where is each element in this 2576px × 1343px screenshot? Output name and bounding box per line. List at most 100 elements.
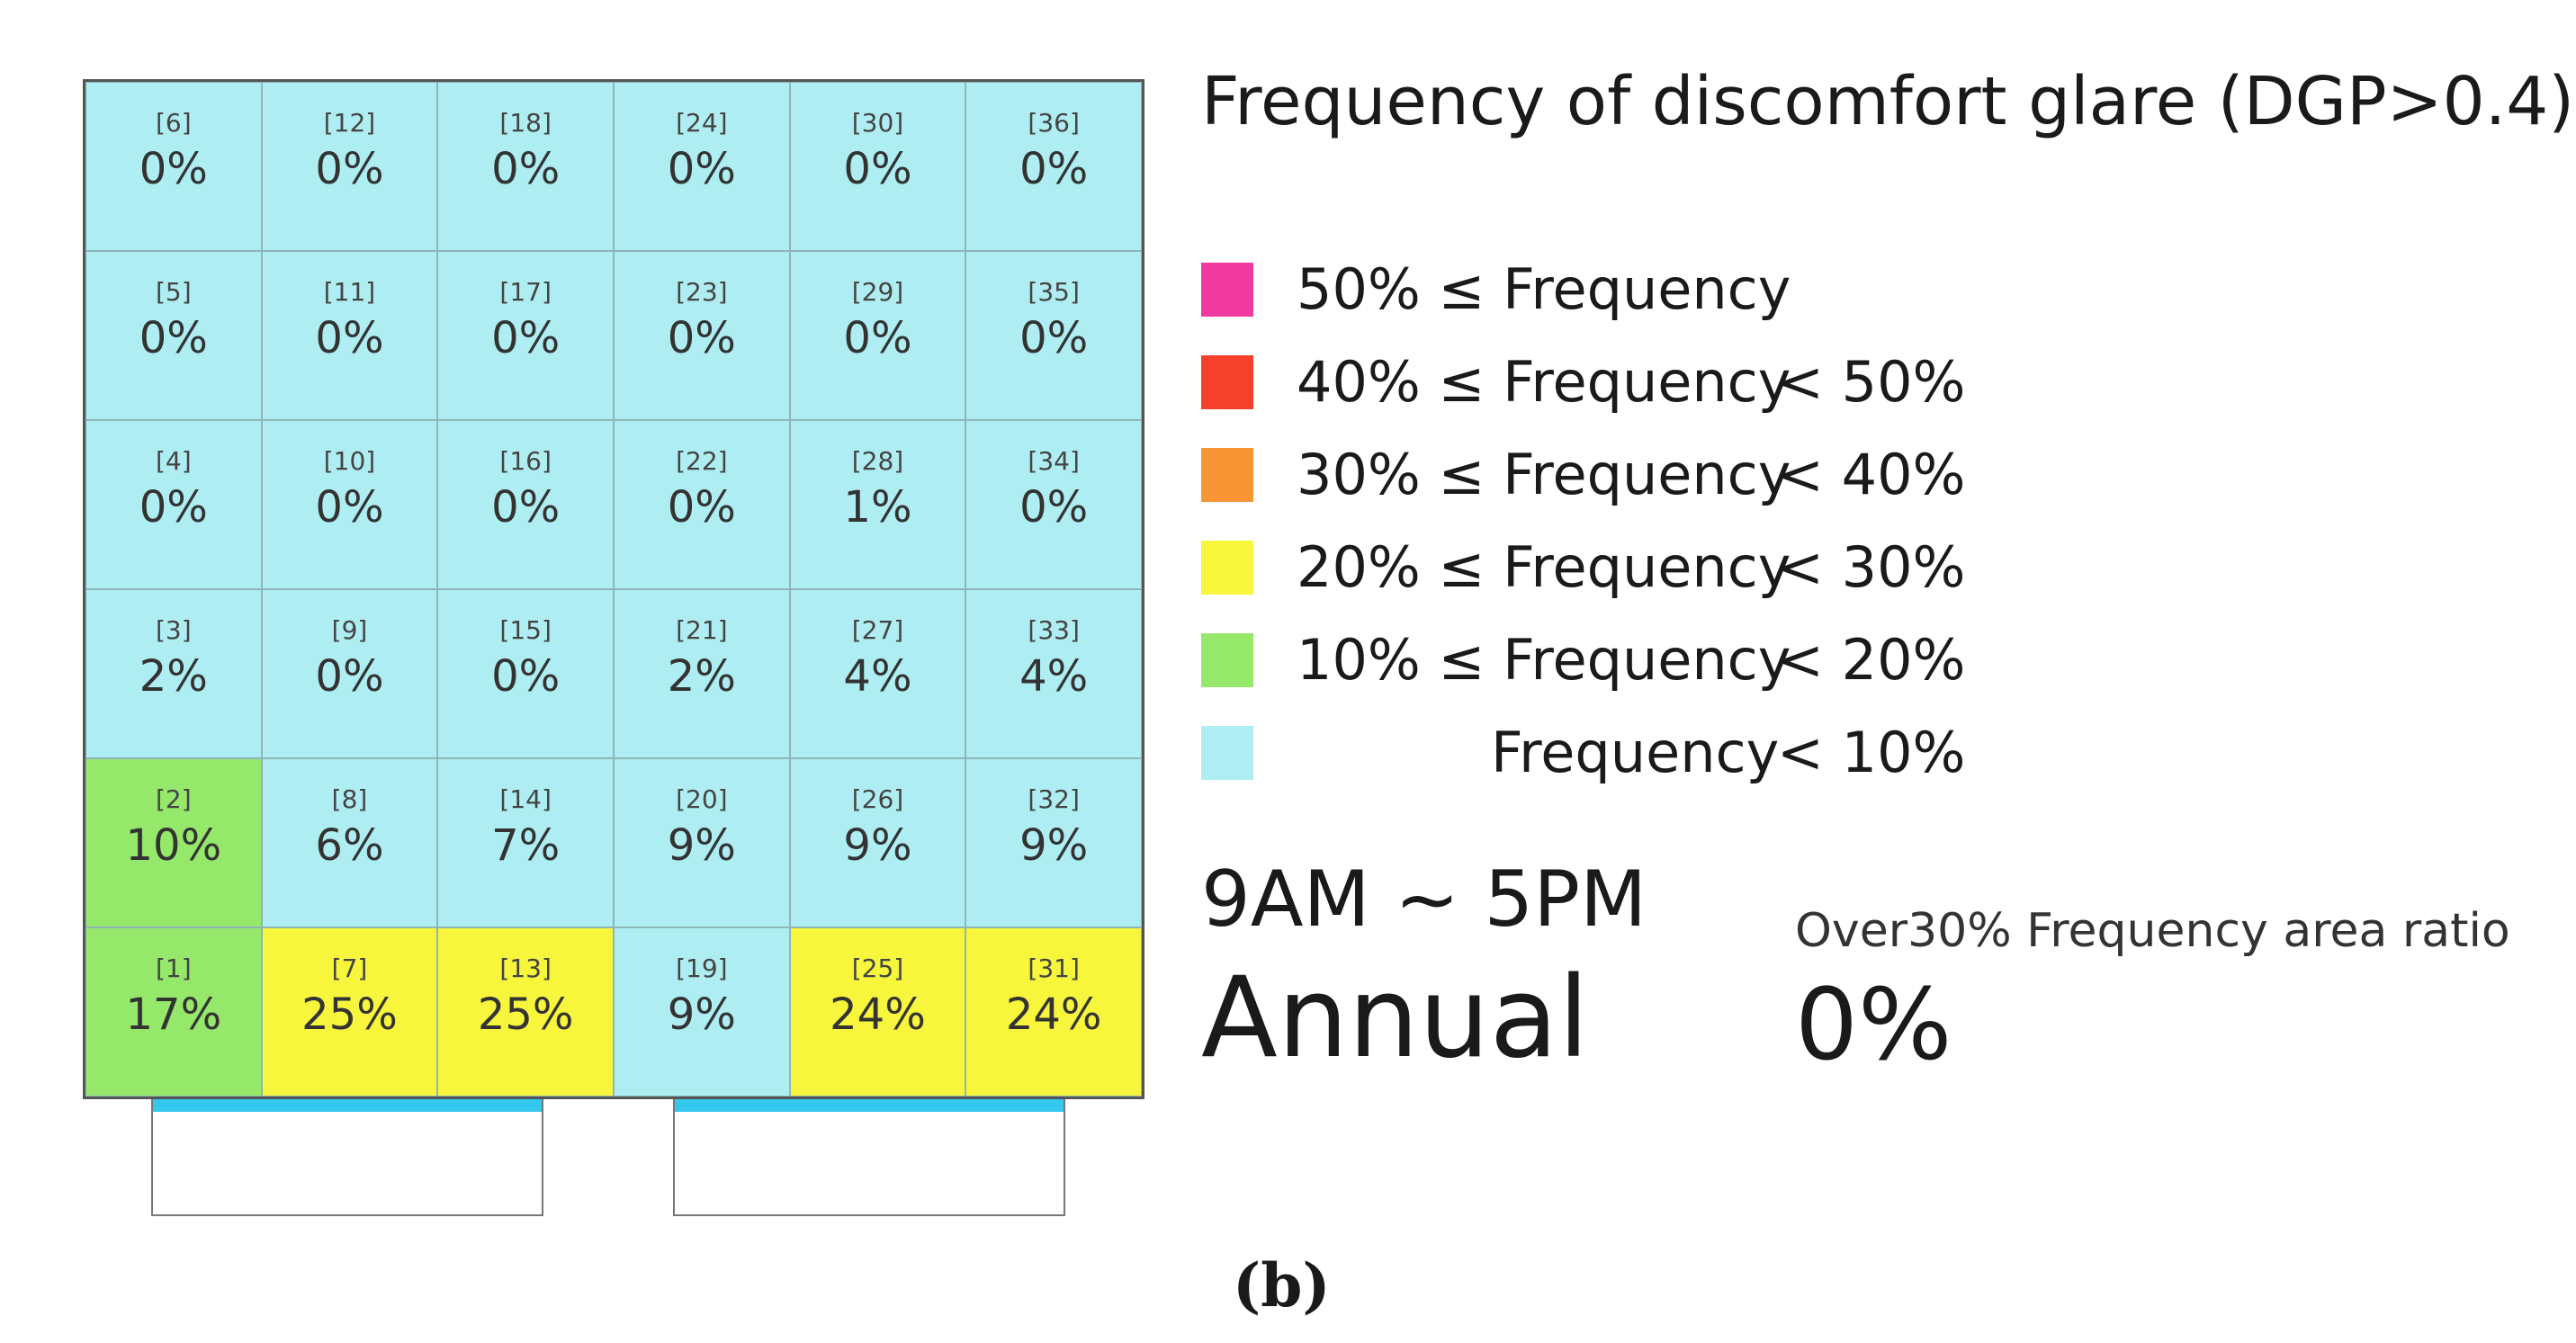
cell-id-label: [14] bbox=[499, 784, 552, 814]
cell-value-label: 0% bbox=[139, 482, 208, 533]
cell-id-label: [22] bbox=[676, 446, 728, 476]
grid-cell: [30] 0% bbox=[789, 82, 966, 251]
cell-value-label: 17% bbox=[125, 989, 222, 1040]
cell-value-label: 0% bbox=[667, 144, 736, 194]
cell-value-label: 7% bbox=[491, 820, 561, 871]
legend-label-suffix: < 10% bbox=[1777, 720, 1966, 785]
grid-cell: [33] 4% bbox=[965, 589, 1142, 758]
cell-id-label: [17] bbox=[499, 277, 552, 307]
cell-id-label: [33] bbox=[1028, 615, 1080, 645]
legend-swatch bbox=[1201, 354, 1253, 409]
legend-item: 10% ≤ Frequency < 20% bbox=[1201, 613, 1965, 706]
cell-id-label: [27] bbox=[851, 615, 904, 645]
cell-value-label: 0% bbox=[843, 144, 912, 194]
cell-id-label: [23] bbox=[676, 277, 728, 307]
grid-cell: [13] 25% bbox=[437, 927, 614, 1097]
grid-cell: [36] 0% bbox=[965, 82, 1142, 251]
cell-value-label: 0% bbox=[491, 482, 561, 533]
cell-id-label: [30] bbox=[851, 108, 904, 138]
grid-cell: [25] 24% bbox=[789, 927, 966, 1097]
cell-id-label: [5] bbox=[155, 277, 192, 307]
cell-id-label: [20] bbox=[676, 784, 728, 814]
cell-id-label: [28] bbox=[851, 446, 904, 476]
window-left bbox=[151, 1099, 543, 1216]
glare-frequency-grid: [6] 0% [12] 0% [18] 0% [24] 0% [30] 0% [36] 0% [5] 0%… bbox=[83, 79, 1144, 1099]
window-glass bbox=[675, 1099, 1064, 1112]
cell-value-label: 0% bbox=[667, 313, 736, 363]
legend-label-prefix: 10% ≤ Frequency bbox=[1297, 627, 1791, 693]
grid-cell: [32] 9% bbox=[965, 758, 1142, 927]
cell-value-label: 0% bbox=[1019, 144, 1089, 194]
cell-value-label: 9% bbox=[1019, 820, 1089, 871]
cell-value-label: 0% bbox=[491, 313, 561, 363]
grid-cell: [28] 1% bbox=[789, 420, 966, 589]
legend-label-prefix: 30% ≤ Frequency bbox=[1297, 442, 1791, 507]
cell-id-label: [29] bbox=[851, 277, 904, 307]
grid-cell: [2] 10% bbox=[85, 758, 262, 927]
legend-swatch bbox=[1201, 725, 1253, 780]
cell-id-label: [15] bbox=[499, 615, 552, 645]
cell-id-label: [4] bbox=[155, 446, 192, 476]
cell-value-label: 9% bbox=[667, 989, 736, 1040]
cell-id-label: [25] bbox=[851, 954, 904, 983]
grid-cell: [15] 0% bbox=[437, 589, 614, 758]
grid-cell: [27] 4% bbox=[789, 589, 966, 758]
cell-id-label: [21] bbox=[676, 615, 728, 645]
cell-value-label: 24% bbox=[830, 989, 926, 1040]
cell-value-label: 0% bbox=[315, 144, 384, 194]
legend: 50% ≤ Frequency 40% ≤ Frequency < 50% 30% ≤… bbox=[1201, 243, 1965, 799]
cell-id-label: [16] bbox=[499, 446, 552, 476]
time-range: 9AM ~ 5PM bbox=[1201, 855, 1647, 945]
grid-cell: [29] 0% bbox=[789, 251, 966, 420]
ratio-label: Over30% Frequency area ratio bbox=[1795, 904, 2510, 958]
grid-cell: [34] 0% bbox=[965, 420, 1142, 589]
chart-title: Frequency of discomfort glare (DGP>0.4) bbox=[1201, 63, 2575, 140]
ratio-value: 0% bbox=[1795, 967, 1952, 1082]
grid-cell: [20] 9% bbox=[614, 758, 790, 927]
cell-value-label: 0% bbox=[843, 313, 912, 363]
cell-id-label: [24] bbox=[676, 108, 728, 138]
cell-value-label: 9% bbox=[667, 820, 736, 871]
grid-cell: [14] 7% bbox=[437, 758, 614, 927]
grid-cell: [6] 0% bbox=[85, 82, 262, 251]
cell-id-label: [2] bbox=[155, 784, 192, 814]
grid-cell: [4] 0% bbox=[85, 420, 262, 589]
cell-value-label: 0% bbox=[1019, 482, 1089, 533]
cell-value-label: 1% bbox=[843, 482, 912, 533]
cell-value-label: 25% bbox=[301, 989, 398, 1040]
legend-item: 20% ≤ Frequency < 30% bbox=[1201, 521, 1965, 613]
cell-value-label: 6% bbox=[315, 820, 384, 871]
grid-cell: [35] 0% bbox=[965, 251, 1142, 420]
legend-label-prefix: 50% ≤ Frequency bbox=[1297, 256, 1791, 322]
grid-cell: [11] 0% bbox=[261, 251, 438, 420]
grid-cell: [31] 24% bbox=[965, 927, 1142, 1097]
cell-value-label: 0% bbox=[667, 482, 736, 533]
legend-item: 30% ≤ Frequency < 40% bbox=[1201, 428, 1965, 521]
grid-cell: [17] 0% bbox=[437, 251, 614, 420]
cell-value-label: 4% bbox=[843, 651, 912, 702]
grid-cell: [16] 0% bbox=[437, 420, 614, 589]
cell-id-label: [6] bbox=[155, 108, 192, 138]
grid-cell: [24] 0% bbox=[614, 82, 790, 251]
cell-value-label: 0% bbox=[315, 482, 384, 533]
grid-cell: [8] 6% bbox=[261, 758, 438, 927]
legend-label-suffix: < 30% bbox=[1777, 534, 1966, 600]
cell-id-label: [10] bbox=[323, 446, 376, 476]
cell-value-label: 0% bbox=[491, 651, 561, 702]
cell-value-label: 0% bbox=[315, 313, 384, 363]
cell-id-label: [31] bbox=[1028, 954, 1080, 983]
cell-id-label: [34] bbox=[1028, 446, 1080, 476]
cell-value-label: 9% bbox=[843, 820, 912, 871]
grid-cell: [9] 0% bbox=[261, 589, 438, 758]
window-right bbox=[673, 1099, 1065, 1216]
cell-id-label: [19] bbox=[676, 954, 728, 983]
grid-cell: [18] 0% bbox=[437, 82, 614, 251]
grid-cell: [3] 2% bbox=[85, 589, 262, 758]
legend-swatch bbox=[1201, 447, 1253, 502]
cell-value-label: 24% bbox=[1005, 989, 1102, 1040]
figure-caption: (b) bbox=[1233, 1250, 1331, 1321]
legend-swatch bbox=[1201, 262, 1253, 317]
cell-id-label: [36] bbox=[1028, 108, 1080, 138]
grid-cell: [21] 2% bbox=[614, 589, 790, 758]
legend-swatch bbox=[1201, 632, 1253, 687]
